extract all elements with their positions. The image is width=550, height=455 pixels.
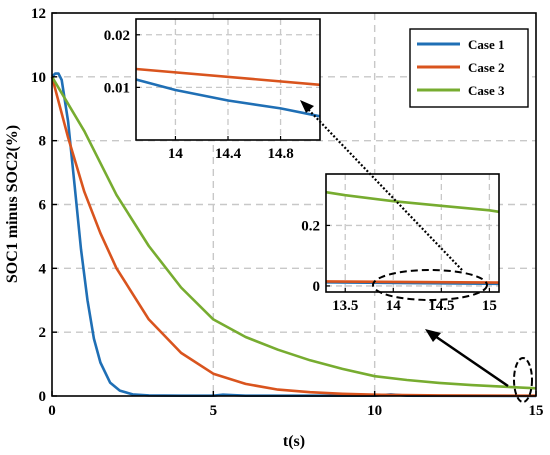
zoom-arrow-inset-to-top bbox=[305, 106, 463, 271]
series-line-case-3 bbox=[50, 76, 537, 390]
inset-background-mid bbox=[326, 174, 499, 292]
inset-series-top bbox=[135, 78, 321, 118]
inset-x-tick-label-mid: 14.5 bbox=[428, 298, 454, 314]
inset-x-tick-label-mid: 15 bbox=[482, 298, 497, 314]
legend-label-case-3: Case 3 bbox=[468, 83, 505, 98]
legend: Case 1 Case 2 Case 3 bbox=[409, 28, 529, 108]
y-tick-label: 8 bbox=[39, 134, 47, 150]
legend-label-case-2: Case 2 bbox=[468, 60, 504, 75]
inset-series-mid bbox=[325, 280, 500, 284]
inset-y-tick-label-top: 0.01 bbox=[104, 80, 130, 96]
inset-x-tick-label-top: 14.4 bbox=[215, 146, 242, 162]
inset-x-tick-label-mid: 13.5 bbox=[332, 298, 358, 314]
zoom-ellipse-inset bbox=[372, 269, 488, 301]
series-line-case-2 bbox=[50, 76, 537, 398]
zoom-arrowhead-inset bbox=[300, 100, 314, 113]
x-tick-label: 10 bbox=[367, 403, 382, 419]
zoom-arrow-main-to-inset bbox=[431, 332, 509, 388]
y-axis-title: SOC1 minus SOC2(%) bbox=[4, 125, 21, 283]
inset-y-tick-label-mid: 0.2 bbox=[301, 218, 320, 234]
inset-y-tick-label-mid: 0 bbox=[313, 279, 321, 295]
inset-series-mid bbox=[325, 190, 500, 214]
inset-x-tick-label-top: 14 bbox=[168, 146, 184, 162]
zoom-arrowhead-main bbox=[425, 329, 441, 342]
y-tick-label: 2 bbox=[39, 325, 47, 341]
legend-label-case-1: Case 1 bbox=[468, 37, 504, 52]
y-tick-label: 0 bbox=[39, 389, 47, 405]
y-tick-label: 6 bbox=[39, 198, 47, 214]
y-tick-label: 4 bbox=[39, 261, 47, 277]
zoom-ellipse-main bbox=[513, 357, 533, 403]
inset-x-tick-label-mid: 14 bbox=[386, 298, 402, 314]
x-tick-label: 5 bbox=[210, 403, 218, 419]
x-axis-title: t(s) bbox=[283, 433, 305, 450]
x-tick-label: 15 bbox=[529, 403, 544, 419]
y-tick-label: 12 bbox=[31, 6, 46, 22]
inset-series-top bbox=[135, 67, 321, 87]
inset-y-tick-label-top: 0.02 bbox=[104, 28, 130, 44]
inset-x-tick-label-top: 14.8 bbox=[267, 146, 293, 162]
inset-zoom-mid: 13.5 14 14.5 15 0 0.2 bbox=[301, 173, 500, 314]
x-tick-label: 0 bbox=[48, 403, 56, 419]
y-tick-label: 10 bbox=[31, 70, 46, 86]
inset-frame-mid bbox=[325, 173, 500, 293]
inset-zoom-top: 14 14.4 14.8 0.01 0.02 bbox=[104, 18, 321, 162]
main-ticks: 0 5 10 15 0 2 4 6 8 10 12 bbox=[31, 6, 544, 419]
